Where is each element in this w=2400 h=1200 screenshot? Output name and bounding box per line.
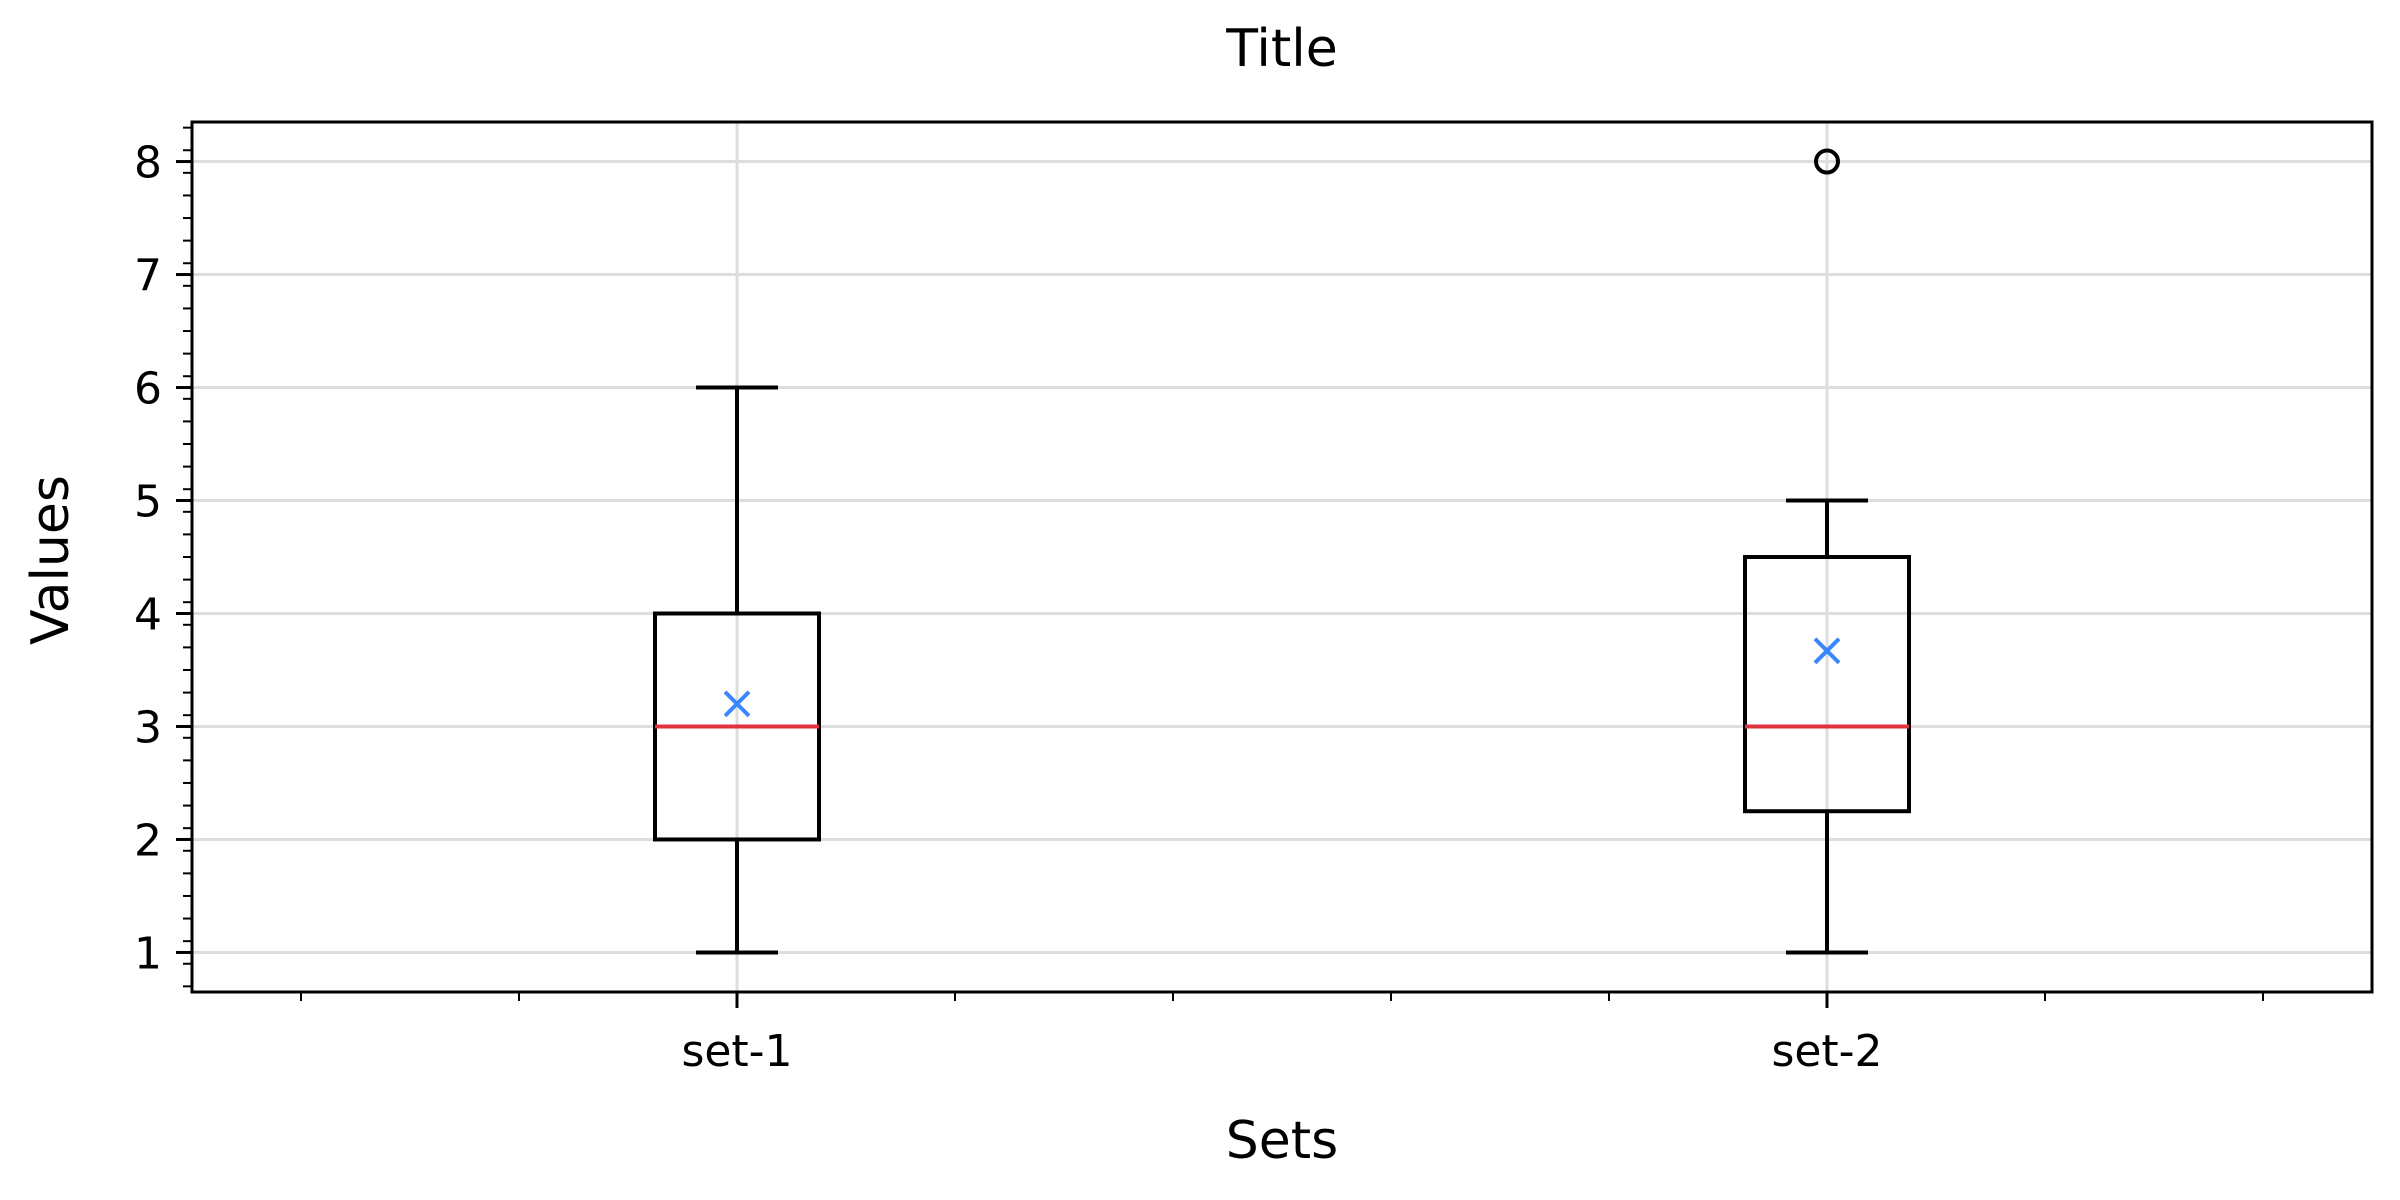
plot-frame (190, 120, 2374, 994)
y-tick-label: 7 (134, 251, 162, 302)
y-tick-label: 3 (134, 702, 162, 753)
x-tick-label: set-2 (1771, 1026, 1882, 1077)
y-tick-label: 1 (134, 928, 162, 979)
marks-layer (653, 148, 1911, 955)
box-group-set-2 (1743, 148, 1911, 955)
x-axis-label: Sets (1226, 1111, 1338, 1171)
y-tick-label: 4 (134, 589, 162, 640)
axes-layer: 1 2 3 4 5 6 7 8 set-1 set-2 (134, 120, 2374, 1077)
y-axis-label: Values (21, 475, 81, 645)
box-iqr (1743, 555, 1911, 814)
x-tick-label: set-1 (681, 1026, 792, 1077)
mean-marker-stroke (1813, 637, 1841, 665)
y-tick-label: 8 (134, 138, 162, 189)
outlier-point (1814, 148, 1840, 175)
chart-title: Title (1225, 19, 1337, 79)
mean-marker (723, 690, 751, 718)
mean-marker-stroke (723, 690, 751, 718)
y-tick-label: 6 (134, 364, 162, 415)
mean-marker (1813, 637, 1841, 665)
box-group-set-1 (653, 385, 821, 955)
y-tick-label: 5 (134, 477, 162, 528)
y-tick-label: 2 (134, 815, 162, 866)
grid-layer (192, 122, 2372, 992)
